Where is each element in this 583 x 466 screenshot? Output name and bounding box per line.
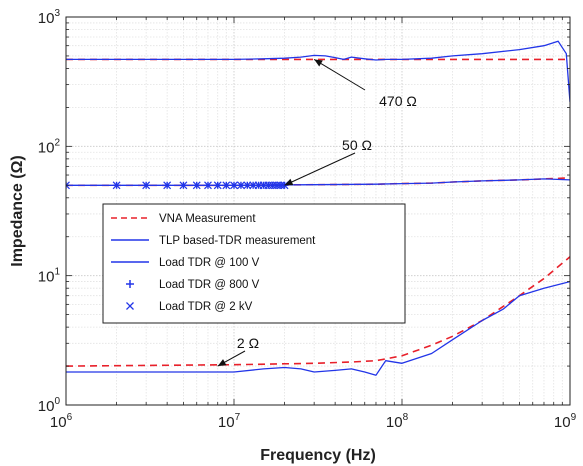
annotations: 470 Ω 50 Ω 2 Ω: [217, 58, 417, 367]
x-tick-label: 108: [386, 412, 409, 431]
x-axis-label: Frequency (Hz): [260, 447, 376, 464]
x-tick-label: 107: [218, 412, 241, 431]
annotation-leader: [313, 58, 366, 91]
legend-label: Load TDR @ 800 V: [159, 279, 260, 291]
cross-marker: [237, 181, 245, 190]
legend: VNA Measurement TLP based-TDR measurement…: [102, 203, 406, 324]
x-tick-label: 106: [50, 412, 73, 431]
cross-marker: [222, 181, 231, 190]
legend-label: Load TDR @ 2 kV: [159, 301, 253, 313]
axis-ticks: 106 107 108 109 100 101 102 103: [38, 8, 577, 431]
tdr-curve: [66, 40, 570, 103]
cross-marker: [213, 181, 222, 190]
x-tick-label: 109: [554, 412, 577, 431]
legend-label: VNA Measurement: [159, 213, 256, 225]
tdr-low-line: [66, 280, 570, 376]
annotation-arrowhead: [284, 178, 294, 186]
cross-marker: [66, 181, 70, 187]
cross-marker: [230, 181, 238, 190]
annotation-label: 50 Ω: [342, 137, 372, 153]
legend-box: [102, 203, 406, 324]
cross-marker: [204, 181, 212, 190]
cross-marker: [192, 181, 201, 190]
y-tick-label: 103: [38, 8, 61, 27]
tdr-curve: [66, 280, 570, 376]
vna-curve: [66, 256, 570, 367]
cross-marker: [142, 181, 151, 190]
annotation-leader: [284, 152, 356, 186]
legend-swatch-cross: [126, 302, 134, 310]
cross-marker: [163, 181, 172, 190]
annotation-label: 2 Ω: [237, 335, 259, 351]
tdr-high-line: [66, 40, 570, 103]
annotation-arrowhead: [217, 359, 227, 367]
vna-low-line: [66, 256, 570, 367]
legend-label: TLP based-TDR measurement: [159, 235, 316, 247]
cross-marker: [66, 184, 70, 190]
tdr-50-line: [66, 178, 570, 186]
y-tick-label: 102: [38, 137, 61, 156]
tdr-curve: [66, 178, 570, 186]
cross-marker: [276, 181, 285, 190]
plot-frame: [65, 16, 571, 406]
cross-marker: [243, 181, 252, 190]
legend-label: Load TDR @ 100 V: [159, 257, 260, 269]
y-tick-label: 100: [38, 396, 61, 415]
annotation-label: 470 Ω: [379, 93, 417, 109]
cross-marker: [179, 181, 188, 190]
annotation-arrowhead: [314, 59, 323, 67]
cross-marker: [112, 181, 121, 190]
y-axis-label: Impedance (Ω): [9, 155, 26, 267]
y-tick-label: 101: [38, 267, 61, 286]
